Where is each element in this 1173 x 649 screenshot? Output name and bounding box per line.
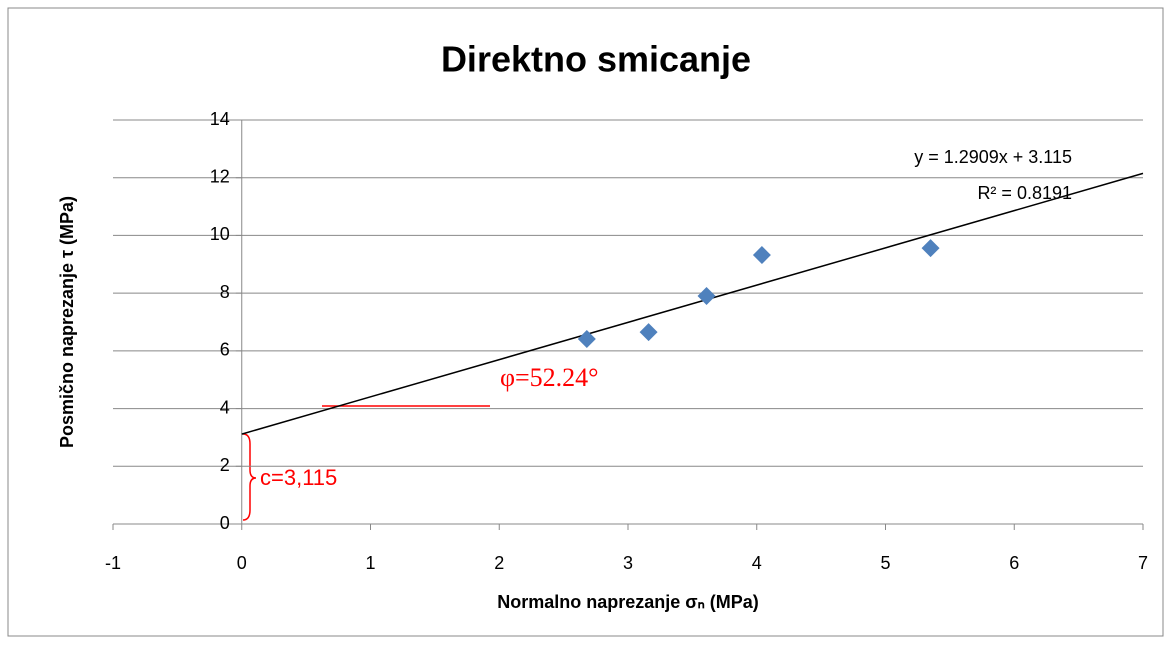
x-tick-label: 0 [237,553,247,573]
x-tick-label: 6 [1009,553,1019,573]
point [752,246,771,265]
y-tick-label: 12 [210,166,230,186]
chart-border [7,7,1164,637]
x-tick-label: 1 [365,553,375,573]
chart-title: Direktno smicanje [441,39,751,80]
y-tick-label: 6 [220,340,230,360]
annotation: c=3,115 [260,465,337,490]
trendline-equation: y = 1.2909x + 3.115 [914,147,1072,167]
x-axis-label: Normalno naprezanje σₙ (MPa) [497,592,759,612]
y-tick-label: 0 [220,513,230,533]
y-tick-label: 4 [220,397,230,417]
x-tick-label: 2 [494,553,504,573]
trendline-r2: R² = 0.8191 [977,183,1072,203]
annotation: φ=52.24° [500,363,599,392]
y-tick-label: 8 [220,282,230,302]
y-tick-label: 2 [220,455,230,475]
point [921,239,940,258]
brace [242,433,257,521]
y-tick-label: 14 [210,109,230,129]
y-tick-label: 10 [210,224,230,244]
point [577,330,596,349]
x-tick-label: 5 [880,553,890,573]
point [697,287,716,306]
x-tick-label: -1 [105,553,121,573]
x-tick-label: 3 [623,553,633,573]
point [639,323,658,342]
x-tick-label: 7 [1138,553,1148,573]
y-axis-label: Posmično naprezanje τ (MPa) [57,196,77,448]
x-tick-label: 4 [752,553,762,573]
trendline [241,172,1144,435]
